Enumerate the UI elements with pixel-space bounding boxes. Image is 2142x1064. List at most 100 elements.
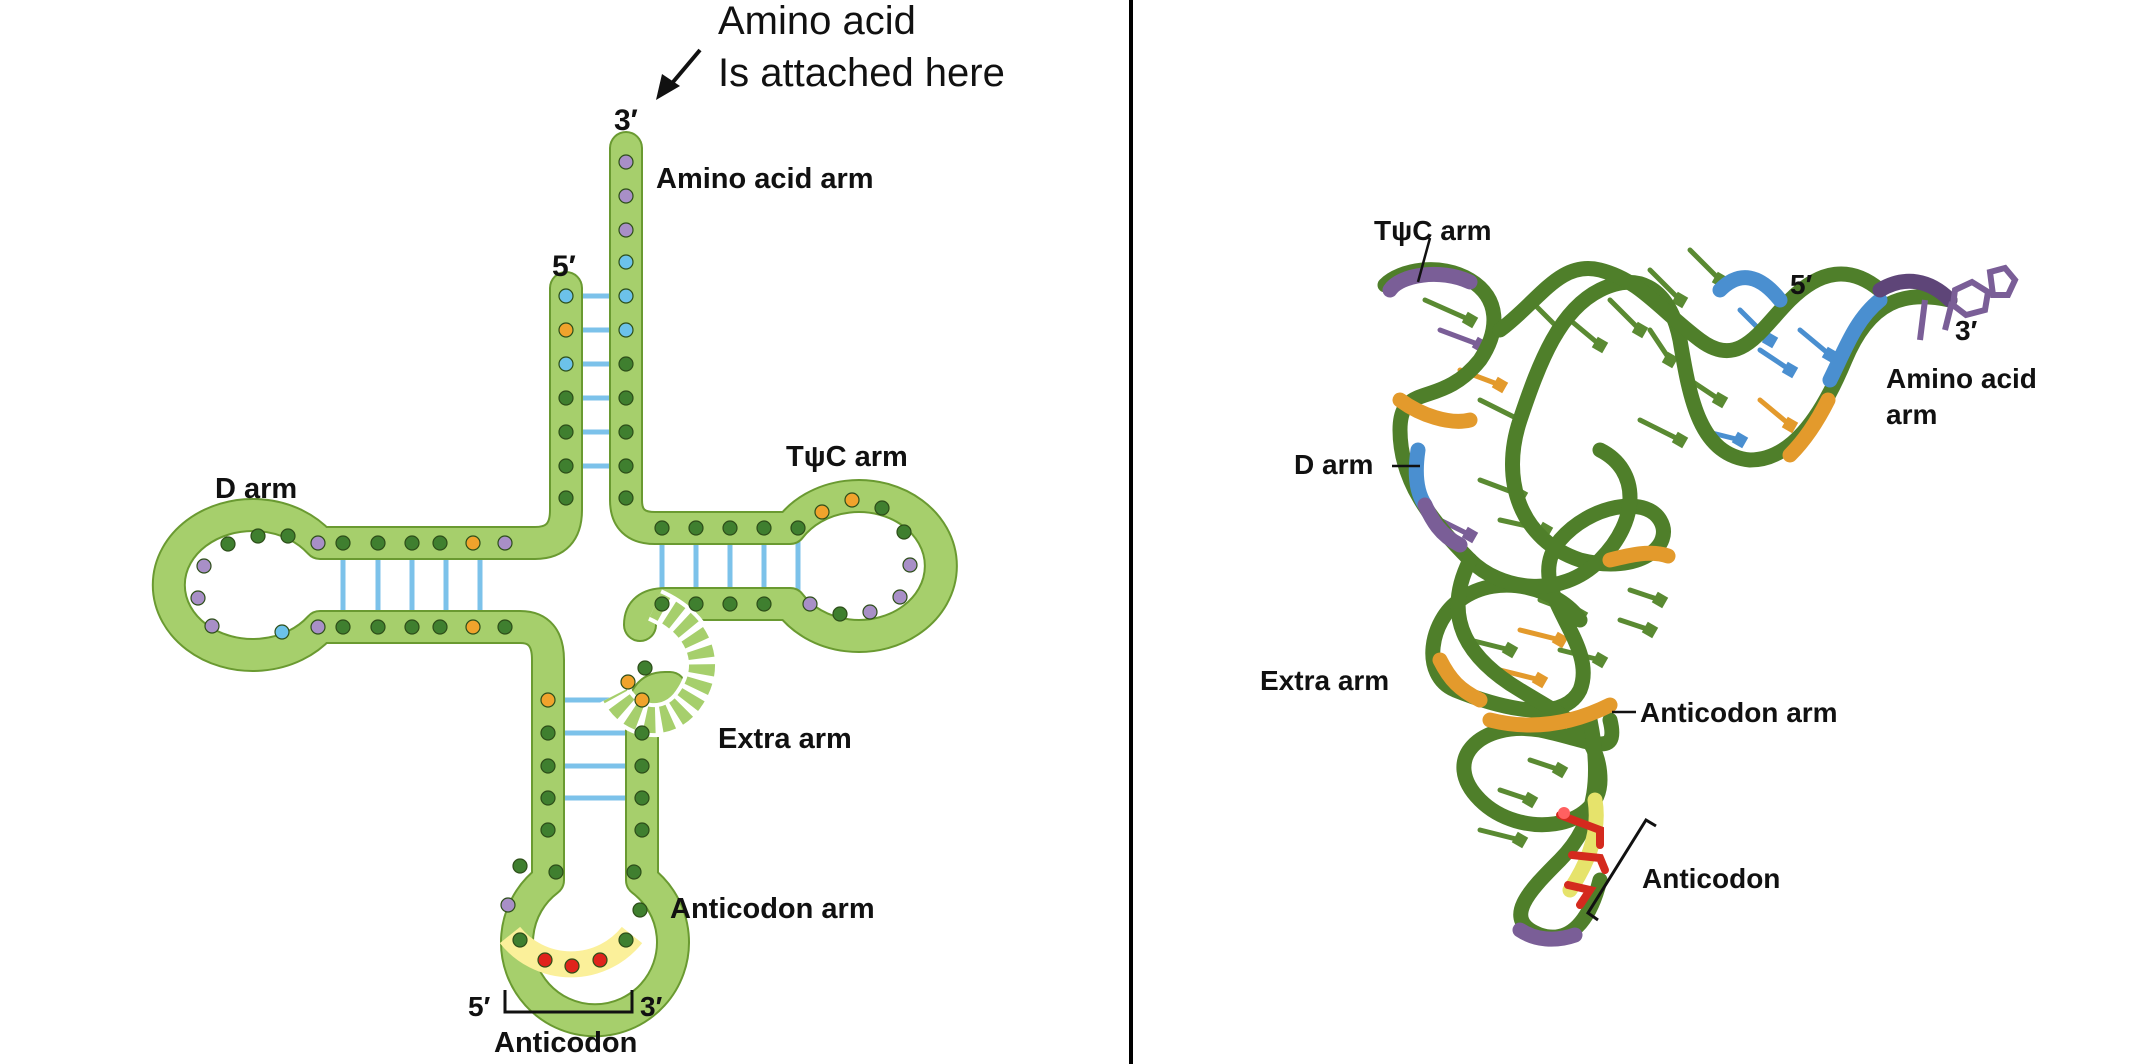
- base-ring: [1531, 671, 1549, 689]
- nucleotide: [220, 536, 236, 552]
- three-prime-label-3d: 3′: [1955, 315, 1978, 346]
- anticodon-bracket: [503, 990, 634, 1014]
- ribbon-segment-orange-acceptor: [1782, 392, 1836, 463]
- base-ring: [1521, 791, 1539, 809]
- base-stick: [1567, 317, 1603, 348]
- nucleotide: [558, 424, 574, 440]
- base-ring: [1501, 641, 1519, 659]
- ribbon-segment-purple-3prime: [1872, 273, 1958, 308]
- nucleotide: [274, 624, 290, 640]
- nucleotide: [558, 322, 574, 338]
- anticodon-label-3d: Anticodon: [1642, 863, 1780, 894]
- anticodon-arm-label: Anticodon arm: [670, 893, 875, 925]
- nucleotide: [204, 618, 220, 634]
- nucleotide: [618, 932, 634, 948]
- anticodon-arm-label-3d: Anticodon arm: [1640, 697, 1838, 728]
- nucleotide: [874, 500, 890, 516]
- nucleotide: [620, 674, 636, 690]
- amino-acid-arm-label: Amino acid arm: [656, 163, 874, 195]
- ribbon-segment-orange-extra: [1432, 652, 1488, 708]
- backbone-tube-1: [153, 273, 688, 1036]
- base-ring: [1661, 351, 1679, 369]
- nucleotide: [618, 154, 634, 170]
- ribbon-segment-purple-d: [1417, 497, 1468, 553]
- base-ring: [1671, 431, 1689, 449]
- nucleotide: [497, 535, 513, 551]
- base-ring: [1641, 621, 1659, 639]
- nucleotide: [634, 725, 650, 741]
- ribbon-segment-orange-tpsic: [1392, 392, 1478, 429]
- nucleotide: [902, 557, 918, 573]
- base-ring: [1551, 761, 1569, 779]
- nucleotide: [632, 902, 648, 918]
- nucleotide: [540, 822, 556, 838]
- base-ring: [1461, 311, 1479, 329]
- ribbon-segment-purple-tpsic: [1382, 266, 1478, 298]
- nucleotide: [618, 424, 634, 440]
- nucleotide: [558, 490, 574, 506]
- nucleotide: [558, 356, 574, 372]
- nucleotide: [688, 596, 704, 612]
- base-ring: [1651, 591, 1669, 609]
- nucleotide: [250, 528, 266, 544]
- ribbon-backbone-2: [1377, 262, 1638, 594]
- nucleotide: [540, 692, 556, 708]
- nucleotide: [618, 254, 634, 270]
- nucleotide: [618, 288, 634, 304]
- nucleotide: [722, 596, 738, 612]
- base-stick: [1757, 397, 1793, 428]
- nucleotide: [634, 790, 650, 806]
- nucleotide: [862, 604, 878, 620]
- nucleotide: [592, 952, 608, 968]
- nucleotide: [688, 520, 704, 536]
- tpsic-arm-label: TψC arm: [786, 441, 908, 473]
- nucleotide: [190, 590, 206, 606]
- nucleotide: [564, 958, 580, 974]
- base-stick: [1497, 667, 1543, 683]
- nucleotide: [310, 619, 326, 635]
- nucleotide: [634, 692, 650, 708]
- nucleotide: [654, 596, 670, 612]
- cloverleaf-diagram: Amino acid Is attached here 3′ 5′ Amino …: [151, 0, 1005, 1059]
- nucleotide: [558, 458, 574, 474]
- nucleotide: [432, 535, 448, 551]
- trna-3d-structure: TψC arm 5′ 3′ Amino acid arm D arm Extra…: [1260, 215, 2037, 947]
- cca-end-bases: [1917, 264, 2019, 341]
- attachment-arrow-head: [656, 74, 680, 100]
- nucleotide: [540, 790, 556, 806]
- five-prime-label-3d: 5′: [1790, 269, 1813, 300]
- base-ring: [1731, 431, 1749, 449]
- base-stick: [1797, 327, 1833, 358]
- anticodon-three-prime-label: 3′: [640, 991, 663, 1022]
- three-prime-top-label: 3′: [614, 104, 638, 137]
- nucleotide: [196, 558, 212, 574]
- base-stick: [1607, 297, 1643, 333]
- base-ring: [1591, 336, 1609, 354]
- nucleotide: [618, 222, 634, 238]
- ribbon-segment-blue-d: [1408, 442, 1433, 513]
- nucleotide: [844, 492, 860, 508]
- base-ring: [1631, 321, 1649, 339]
- base-stick: [1687, 247, 1723, 283]
- base-stick: [1437, 327, 1483, 348]
- nucleotide: [832, 606, 848, 622]
- nucleotide: [335, 619, 351, 635]
- nucleotide: [892, 589, 908, 605]
- base-ring: [1511, 831, 1529, 849]
- nucleotide: [537, 952, 553, 968]
- nucleotide: [756, 520, 772, 536]
- nucleotide: [896, 524, 912, 540]
- extra-arm-label: Extra arm: [718, 723, 852, 755]
- base-stick: [1637, 417, 1683, 443]
- nucleotide: [756, 596, 772, 612]
- ribbon-segment-yellow-anticodon: [1562, 792, 1604, 898]
- nucleotide: [626, 864, 642, 880]
- anticodon-bases: [1556, 811, 1609, 909]
- nucleotide: [370, 535, 386, 551]
- d-arm-label-3d: D arm: [1294, 449, 1373, 480]
- d-arm-label: D arm: [215, 473, 297, 505]
- nucleotide: [497, 619, 513, 635]
- nucleotide: [618, 490, 634, 506]
- nucleotide: [465, 535, 481, 551]
- nucleotide: [618, 356, 634, 372]
